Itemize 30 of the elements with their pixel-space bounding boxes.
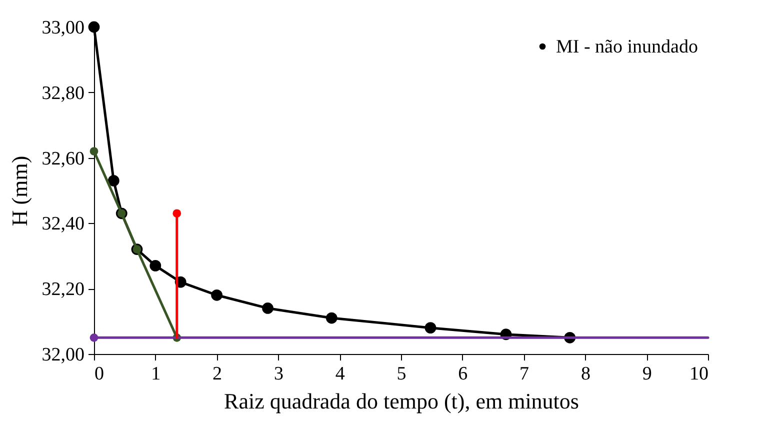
x-tick-label: 8 [580,364,590,384]
x-tick-label: 1 [151,364,161,384]
point [262,302,274,314]
point [90,147,98,156]
x-tick-label: 4 [335,364,346,384]
point [108,175,120,186]
y-tick-label: 32,40 [42,214,84,235]
x-axis-title: Raiz quadrada do tempo (t), em minutos [224,388,579,414]
x-tick-label: 2 [212,364,222,384]
y-tick-label: 32,60 [42,148,84,170]
y-tick-label: 32,20 [42,279,84,300]
x-tick-label: 6 [458,364,468,384]
point [90,333,98,342]
x-tick-label: 5 [396,364,406,384]
point [88,21,100,33]
point [211,289,222,301]
point [150,260,162,272]
x-tick-label: 0 [94,364,104,384]
y-axis-title: H (mm) [6,156,32,226]
legend-label: MI - não inundado [556,36,698,58]
x-tick-label: 7 [520,364,530,384]
point [172,209,182,218]
y-tick-label: 33,00 [42,18,84,38]
y-tick-label: 32,80 [42,82,84,104]
point [424,322,436,334]
x-tick-label: 3 [274,364,284,384]
x-tick-label: 10 [690,364,708,384]
point [326,312,338,324]
x-tick-label: 9 [642,364,652,384]
y-tick-label: 32,00 [42,344,84,366]
